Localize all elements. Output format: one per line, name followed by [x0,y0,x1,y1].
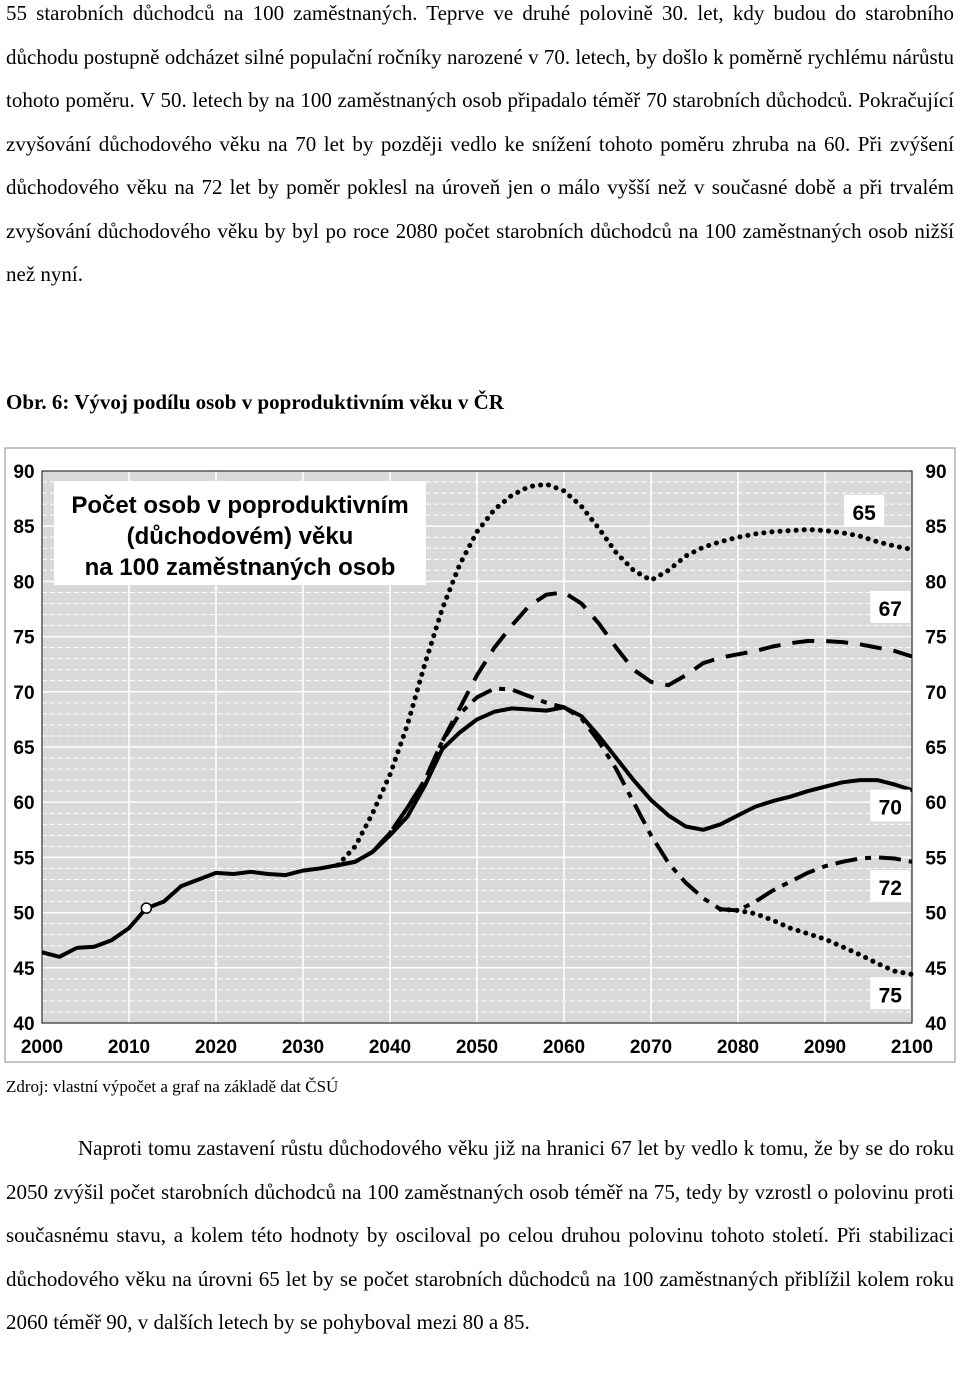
series-label-box-65 [844,494,885,527]
series-line-history [41,863,339,959]
series-label-75: 75 [879,984,903,1007]
y-tick-label-right: 55 [925,848,947,869]
y-tick-label-left: 75 [13,628,35,649]
x-tick-label: 2020 [195,1037,237,1058]
series-label-65: 65 [852,502,876,525]
y-tick-label-right: 75 [925,628,947,649]
y-tick-label-left: 80 [13,572,34,593]
y-tick-label-left: 90 [13,462,34,483]
y-tick-label-right: 80 [925,572,946,593]
series-label-70: 70 [879,797,902,820]
source-note: Zdroj: vlastní výpočet a graf na základě… [6,1077,339,1096]
chart-title-line: (důchodovém) věku [127,523,354,550]
x-tick-label: 2050 [456,1037,498,1058]
paragraph-top: 55 starobních důchodců na 100 zaměstnaný… [6,1,954,286]
y-tick-label-right: 90 [925,462,946,483]
y-tick-label-right: 40 [925,1014,946,1035]
x-tick-label: 2080 [717,1037,759,1058]
y-tick-label-left: 55 [13,848,35,869]
y-tick-label-right: 85 [925,517,947,538]
y-tick-label-right: 65 [925,738,947,759]
x-tick-label: 2030 [282,1037,324,1058]
y-tick-label-left: 70 [13,683,34,704]
figure-caption: Obr. 6: Vývoj podílu osob v poproduktivn… [6,390,504,414]
x-tick-label: 2060 [543,1037,585,1058]
y-tick-label-left: 40 [13,1014,34,1035]
x-tick-label: 2090 [804,1037,846,1058]
x-tick-label: 2100 [891,1037,933,1058]
series-line-75 [718,906,915,977]
y-tick-label-right: 60 [925,793,946,814]
series-label-box-67 [870,590,911,623]
x-tick-label: 2000 [21,1037,63,1058]
chart-title-line: Počet osob v poproduktivním [71,492,408,519]
series-label-box-75 [870,977,911,1010]
y-tick-label-right: 50 [925,904,946,925]
y-tick-label-left: 50 [13,904,34,925]
y-tick-label-left: 65 [13,738,35,759]
chart-title-box [54,481,426,585]
y-tick-label-right: 45 [925,959,947,980]
series-line-70 [337,705,913,868]
chart: 40 40 45 45 50 50 55 55 60 60 65 65 70 70 75 75 80 80 85 85… [4,447,956,1063]
x-tick-label: 2010 [108,1037,150,1058]
chart-title-line: na 100 zaměstnaných osob [85,554,396,581]
series-label-box-70 [870,789,911,822]
current-year-marker [140,902,153,914]
y-tick-label-left: 60 [13,793,34,814]
series-label-box-72 [870,870,911,903]
x-tick-label: 2040 [369,1037,411,1058]
y-tick-label-left: 45 [13,959,35,980]
y-tick-label-right: 70 [925,683,946,704]
series-label-72: 72 [879,877,902,900]
series-label-67: 67 [879,598,902,621]
paragraph-bottom: Naproti tomu zastavení růstu důchodového… [6,1136,954,1334]
series-line-72 [337,686,913,913]
chart-svg: 40 40 45 45 50 50 55 55 60 60 65 65 70 70 75 75 80 80 85 85… [4,447,956,1063]
plot-border [41,470,913,1024]
y-tick-label-left: 85 [13,517,35,538]
x-tick-label: 2070 [630,1037,672,1058]
series-line-65 [335,481,915,868]
